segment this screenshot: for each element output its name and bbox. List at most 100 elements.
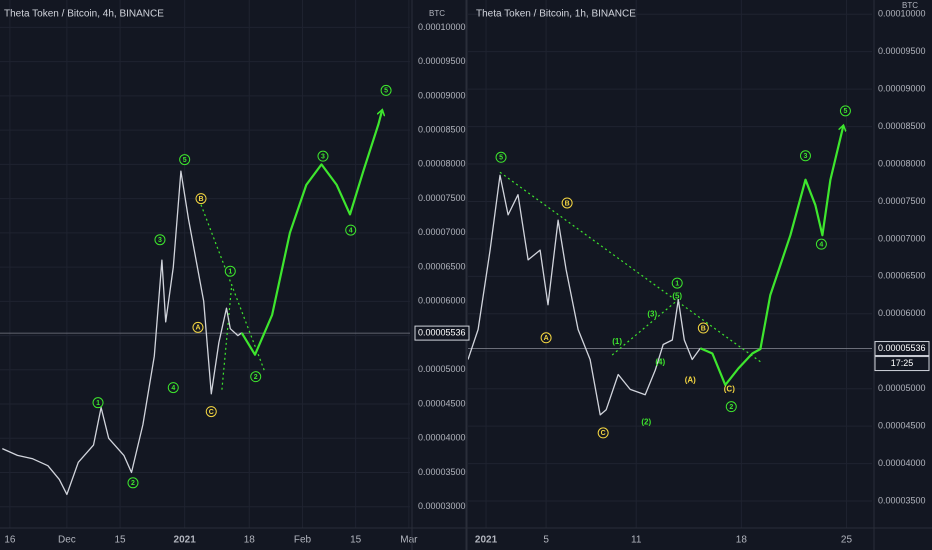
wave-circle [597, 427, 609, 439]
x-tick-label: 11 [631, 535, 642, 546]
wave-label: 2 [729, 404, 733, 411]
y-tick-label: 0.00010000 [418, 22, 466, 32]
x-tick-label: 2021 [174, 535, 197, 546]
y-tick-label: 0.00005000 [878, 383, 926, 393]
wave-label: 4 [349, 227, 353, 234]
wave-circle [192, 321, 204, 333]
wave-circle [380, 84, 392, 96]
wave-label: (2) [641, 417, 651, 426]
wave-label: (1) [612, 337, 622, 346]
wave-label: 5 [183, 157, 187, 164]
wave-circle [799, 150, 811, 162]
x-tick-label: 16 [4, 535, 16, 546]
y-tick-label: 0.00006500 [418, 261, 466, 271]
y-tick-label: 0.00007500 [418, 193, 466, 203]
y-tick-label: 0.00007500 [878, 196, 926, 206]
trendline [611, 299, 679, 356]
x-tick-label: 15 [350, 535, 362, 546]
unit-label: BTC [429, 9, 445, 18]
wave-label: B [701, 325, 706, 332]
chart-title: Theta Token / Bitcoin, 1h, BINANCE [476, 9, 636, 20]
wave-label: 2 [254, 374, 258, 381]
wave-label: (5) [672, 291, 682, 300]
y-tick-label: 0.00004000 [878, 458, 926, 468]
wave-circle [127, 477, 139, 489]
wave-circle [205, 406, 217, 418]
y-tick-label: 0.00004500 [878, 421, 926, 431]
wave-label: 1 [96, 400, 100, 407]
x-tick-label: 15 [115, 535, 127, 546]
y-tick-label: 0.00006000 [418, 296, 466, 306]
wave-circle [179, 154, 191, 166]
wave-label: (3) [647, 309, 657, 318]
trendline [499, 171, 761, 363]
wave-circle [345, 224, 357, 236]
last-price-box [874, 341, 930, 357]
wave-label: (C) [724, 384, 735, 393]
last-price-box [414, 325, 470, 341]
y-tick-label: 0.00010000 [878, 9, 926, 19]
wave-circle [250, 371, 262, 383]
wave-circle [195, 193, 207, 205]
wave-circle [154, 234, 166, 246]
wave-label: C [209, 409, 214, 416]
y-tick-label: 0.00008500 [878, 121, 926, 131]
y-tick-label: 0.00005000 [418, 364, 466, 374]
x-tick-label: 18 [736, 535, 748, 546]
x-tick-label: Dec [58, 535, 76, 546]
x-tick-label: 2021 [475, 535, 498, 546]
wave-label: 5 [384, 88, 388, 95]
unit-label: BTC [902, 1, 918, 10]
wave-circle [224, 265, 236, 277]
wave-circle [495, 151, 507, 163]
projection-line [240, 110, 383, 356]
plot-area [2, 110, 383, 496]
wave-label: C [601, 430, 606, 437]
y-tick-label: 0.00008500 [418, 124, 466, 134]
y-tick-label: 0.00003500 [878, 495, 926, 505]
wave-circle [317, 150, 329, 162]
last-price-label: 0.00005536 [418, 327, 466, 337]
wave-circle [725, 401, 737, 413]
wave-circle [92, 397, 104, 409]
y-tick-label: 0.00006000 [878, 308, 926, 318]
y-tick-label: 0.00004000 [418, 433, 466, 443]
wave-label: 3 [804, 153, 808, 160]
chart-panel: 0.00003000 0.00003500 0.00004000 0.00004500… [0, 0, 470, 550]
x-tick-label: Feb [294, 535, 312, 546]
wave-circle [697, 322, 709, 334]
last-price-label: 0.00005536 [878, 343, 926, 353]
y-tick-label: 0.00008000 [418, 159, 466, 169]
projection-line [699, 125, 843, 387]
y-tick-label: 0.00008000 [878, 158, 926, 168]
wave-label: (4) [655, 357, 665, 366]
price-line [2, 170, 243, 496]
wave-label: B [565, 200, 570, 207]
y-tick-label: 0.00006500 [878, 271, 926, 281]
wave-circle [540, 332, 552, 344]
wave-label: (A) [685, 375, 696, 384]
y-tick-label: 0.00009500 [878, 46, 926, 56]
wave-label: 1 [228, 269, 232, 276]
y-tick-label: 0.00004500 [418, 398, 466, 408]
wave-label: 1 [675, 280, 679, 287]
x-tick-label: Mar [400, 535, 418, 546]
wave-label: A [544, 335, 549, 342]
wave-circle [561, 197, 573, 209]
wave-circle [671, 277, 683, 289]
wave-label: 4 [171, 385, 175, 392]
y-tick-label: 0.00009000 [418, 90, 466, 100]
y-tick-label: 0.00003000 [418, 501, 466, 511]
y-tick-label: 0.00003500 [418, 467, 466, 477]
countdown-box [874, 356, 930, 372]
x-tick-label: 25 [841, 535, 853, 546]
wave-circle [167, 382, 179, 394]
y-tick-label: 0.00007000 [418, 227, 466, 237]
y-tick-label: 0.00007000 [878, 233, 926, 243]
chart-panel: 0.00003500 0.00004000 0.00004500 0.00005000… [468, 0, 932, 550]
y-tick-label: 0.00009500 [418, 56, 466, 66]
x-tick-label: 18 [244, 535, 256, 546]
wave-label: 3 [158, 237, 162, 244]
plot-area [468, 125, 844, 416]
